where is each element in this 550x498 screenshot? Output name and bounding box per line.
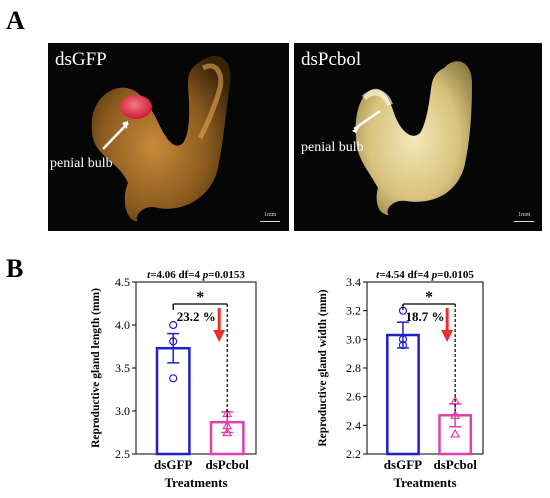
data-point [169,320,178,330]
annotation-penial-bulb: penial bulb [50,156,113,171]
data-point [398,335,408,344]
data-point [222,420,233,430]
bar-charts: 2.5 3.0 3.5 4.0 4.5 dsGFP dsPcbol Treatments Rep… [90,269,484,490]
data-point [398,340,408,350]
x-tick-label: dsGFP [384,457,422,472]
gland-dsgfp-illustration [91,55,231,222]
x-axis-label: Treatments [164,475,227,490]
x-tick-label: dsGFP [154,457,192,472]
y-tick-label: 3.0 [115,404,130,418]
y-tick-label: 2.5 [115,447,130,461]
significance-star: * [196,289,204,306]
bar-dsGFP [155,346,191,456]
y-tick-label: 2.4 [346,418,361,432]
panel-label-a: A [6,6,25,35]
plot-frame [366,281,484,455]
decrease-arrow-head [213,330,226,342]
scale-bar [514,221,534,222]
y-tick-label: 3.0 [346,332,361,346]
photo-label-dsgfp: dsGFP [55,49,107,70]
data-point [169,374,178,383]
data-point [222,427,233,437]
x-tick-label: dsPcbol [206,457,250,472]
stat-text: t=4.06 df=4 p=0.0153 [147,269,245,281]
significance-star: * [425,289,433,306]
y-axis-label: Reproductive gland width (mm) [317,289,329,446]
plot-frame [135,281,257,455]
data-point [169,337,178,346]
x-axis-label: Treatments [393,475,456,490]
x-tick-label: dsPcbol [433,457,477,472]
chart-1: 2.5 3.0 3.5 4.0 4.5 dsGFP dsPcbol Treatments Rep… [90,269,257,490]
stat-text: t=4.54 df=4 p=0.0105 [376,269,474,281]
percent-label: 18.7 % [406,309,445,324]
data-point [450,428,461,438]
y-tick-label: 4.0 [115,318,130,332]
decrease-arrow-head [441,330,454,342]
y-axis-label: Reproductive gland length (mm) [90,288,102,448]
y-tick-label: 3.2 [346,304,361,318]
photo-dsgfp: dsGFP penial bulb 1mm [48,43,289,231]
y-tick-label: 3.5 [115,361,130,375]
y-tick-label: 2.8 [346,361,361,375]
chart-2: 2.2 2.4 2.6 2.8 3.0 3.2 3.4 dsGFP dsPcbol Treatme… [317,269,484,490]
scale-label: 1mm [518,212,531,218]
scale-label: 1mm [264,212,277,218]
percent-label: 23.2 % [177,309,216,324]
panel-label-b: B [6,254,24,283]
bar-dsGFP [386,333,420,456]
y-tick-label: 2.6 [346,390,361,404]
photo-dspcbol: dsPcbol penial bulb 1mm [294,43,542,231]
y-tick-label: 3.4 [346,275,361,289]
y-tick-label: 2.2 [346,447,361,461]
gland-dspcbol-illustration [352,61,472,215]
data-point [450,410,461,419]
photo-label-dspcbol: dsPcbol [301,49,362,70]
annotation-penial-bulb: penial bulb [301,140,364,155]
scale-bar [260,221,280,222]
data-point [450,395,461,405]
y-tick-label: 4.5 [115,275,130,289]
